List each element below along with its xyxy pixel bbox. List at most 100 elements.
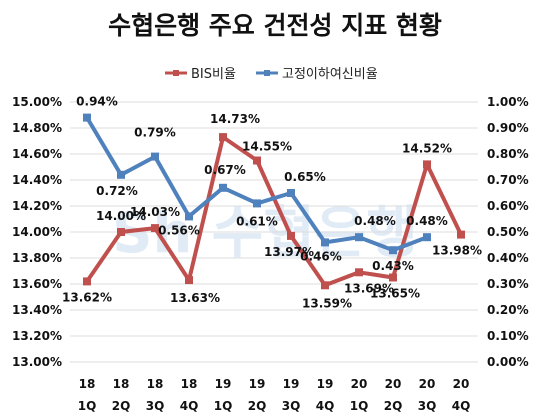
data-label: 0.94% [76, 95, 118, 109]
left-tick-label: 13.40% [12, 303, 62, 317]
data-point [389, 273, 397, 282]
data-labels: 13.62% 14.00%14.03% 13.63% 14.73% 14.55% 13.9… [62, 95, 482, 311]
chart-title: 수협은행 주요 건전성 지표 현황 [108, 11, 442, 40]
right-y-axis: 0.00% 0.10% 0.20% 0.30% 0.40% 0.50% 0.60% 0.70%… [487, 95, 529, 369]
x-tick-year: 19 [249, 377, 266, 391]
data-point [321, 281, 329, 290]
data-label: 0.48% [354, 214, 396, 228]
left-tick-label: 13.60% [12, 277, 62, 291]
data-point [389, 246, 397, 255]
left-tick-label: 14.80% [12, 121, 62, 135]
x-tick-year: 20 [419, 377, 436, 391]
x-tick-year: 18 [113, 377, 130, 391]
data-label: 0.56% [158, 223, 200, 237]
x-tick-quarter: 4Q [316, 399, 335, 413]
left-tick-label: 13.00% [12, 355, 62, 369]
left-tick-label: 15.00% [12, 95, 62, 109]
legend-marker-1 [173, 70, 179, 76]
x-tick-quarter: 1Q [214, 399, 233, 413]
left-y-axis: 13.00% 13.20% 13.40% 13.60% 13.80% 14.00% 14.2… [12, 95, 62, 369]
data-point [83, 277, 91, 286]
series-layer [83, 113, 465, 290]
data-point [151, 152, 159, 161]
x-tick-quarter: 1Q [350, 399, 369, 413]
legend-label-1: BIS비율 [191, 67, 236, 82]
right-tick-label: 0.00% [487, 355, 529, 369]
data-point [185, 212, 193, 221]
right-tick-label: 0.10% [487, 329, 529, 343]
data-point [117, 228, 125, 236]
right-tick-label: 0.40% [487, 251, 529, 265]
x-tick-year: 20 [453, 377, 470, 391]
data-point [423, 160, 431, 169]
x-tick-year: 19 [317, 377, 334, 391]
x-tick-quarter: 3Q [146, 399, 165, 413]
data-point [321, 238, 329, 247]
data-label: 0.48% [406, 214, 448, 228]
data-label: 13.69% [344, 281, 394, 295]
left-tick-label: 13.80% [12, 251, 62, 265]
data-point [423, 233, 431, 242]
data-point [287, 231, 295, 240]
x-tick-year: 18 [147, 377, 164, 391]
right-tick-label: 0.20% [487, 303, 529, 317]
data-label: 14.03% [130, 205, 180, 219]
data-point [287, 189, 295, 197]
x-tick-year: 20 [385, 377, 402, 391]
data-label: 14.55% [242, 140, 292, 154]
left-tick-label: 13.20% [12, 329, 62, 343]
right-tick-label: 0.30% [487, 277, 529, 291]
legend-label-2: 고정이하여신비율 [282, 67, 378, 82]
data-label: 0.79% [134, 126, 176, 140]
data-point [185, 276, 193, 285]
x-tick-quarter: 3Q [418, 399, 437, 413]
x-tick-quarter: 4Q [452, 399, 471, 413]
data-label: 13.63% [170, 291, 220, 305]
data-label: 13.97% [264, 245, 314, 259]
right-tick-label: 0.50% [487, 225, 529, 239]
x-tick-year: 18 [79, 377, 96, 391]
legend-marker-2 [264, 70, 270, 76]
data-point [117, 170, 125, 179]
data-label: 13.65% [370, 287, 420, 301]
x-tick-year: 20 [351, 377, 368, 391]
legend: BIS비율 고정이하여신비율 [165, 67, 378, 82]
watermark-text: Sh 수협은행 [112, 201, 418, 266]
right-tick-label: 0.80% [487, 147, 529, 161]
x-tick-quarter: 1Q [78, 399, 97, 413]
data-point [219, 183, 227, 192]
x-tick-year: 19 [283, 377, 300, 391]
data-label: 14.52% [402, 141, 452, 155]
watermark-logo: Sh 수협은행 [112, 201, 418, 266]
data-label: 0.67% [204, 163, 246, 177]
right-tick-label: 0.70% [487, 173, 529, 187]
x-tick-quarter: 3Q [282, 399, 301, 413]
x-tick-quarter: 4Q [180, 399, 199, 413]
data-point [253, 199, 261, 208]
data-label: 13.59% [302, 296, 352, 310]
right-tick-label: 0.60% [487, 199, 529, 213]
data-point [151, 224, 159, 233]
data-label: 0.61% [236, 214, 278, 228]
data-point [83, 113, 91, 122]
data-point [355, 233, 363, 242]
right-tick-label: 1.00% [487, 95, 529, 109]
data-label: 0.46% [300, 249, 342, 263]
right-tick-label: 0.90% [487, 121, 529, 135]
data-label: 0.43% [372, 259, 414, 273]
x-tick-year: 19 [215, 377, 232, 391]
data-label: 0.65% [284, 170, 326, 184]
left-tick-label: 14.20% [12, 199, 62, 213]
data-label: 13.62% [62, 290, 112, 304]
x-tick-quarter: 2Q [248, 399, 267, 413]
data-point [219, 133, 227, 142]
x-axis: 18 1Q 18 2Q 18 3Q 18 4Q 19 1Q 19 2Q 19 3Q 19 4Q 20 1Q 20 2Q… [78, 377, 471, 413]
data-label: 14.73% [210, 112, 260, 126]
data-point [355, 268, 363, 277]
data-label: 0.72% [96, 184, 138, 198]
x-tick-quarter: 2Q [384, 399, 403, 413]
x-tick-quarter: 2Q [112, 399, 131, 413]
left-tick-label: 14.40% [12, 173, 62, 187]
data-point [253, 156, 261, 165]
